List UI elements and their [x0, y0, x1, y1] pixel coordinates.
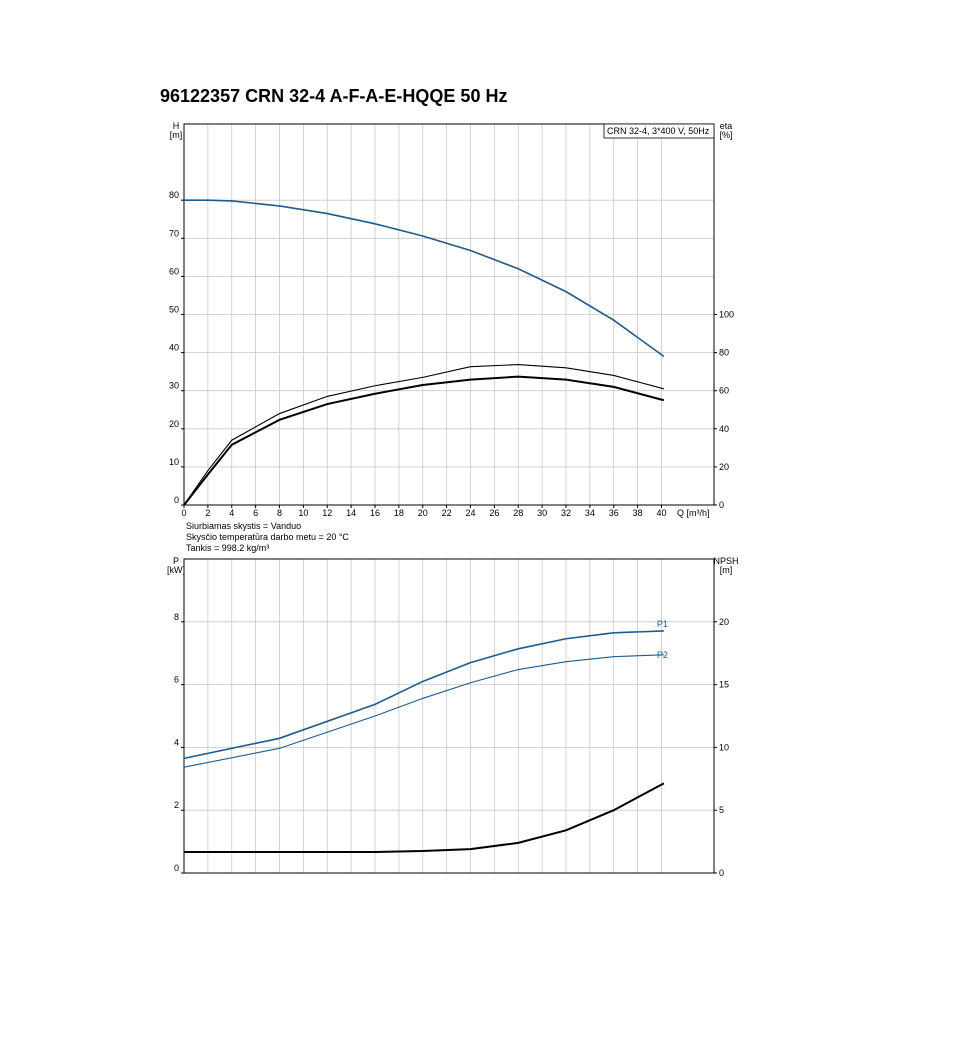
y-tick-label: 20: [169, 419, 179, 429]
x-tick-label: 10: [298, 508, 308, 518]
y2-tick-label: 60: [719, 386, 729, 396]
y2-tick-label: 10: [719, 742, 729, 752]
x-tick-label: 2: [205, 508, 210, 518]
x-tick-label: 4: [229, 508, 234, 518]
curve-label: P1: [657, 619, 668, 629]
curve: [183, 630, 664, 760]
plot-frame: [183, 123, 715, 506]
curve: [183, 364, 665, 506]
y-axis-label: [kW]: [167, 565, 185, 575]
y-tick-label: 8: [174, 612, 179, 622]
y2-tick-label: 40: [719, 424, 729, 434]
x-tick-label: 32: [561, 508, 571, 518]
curve: [183, 375, 665, 506]
y2-tick-label: 20: [719, 617, 729, 627]
y2-tick-label: 80: [719, 348, 729, 358]
note: Siurbiamas skystis = Vanduo: [186, 521, 301, 531]
x-tick-label: 26: [489, 508, 499, 518]
y-tick-label: 0: [174, 495, 179, 505]
x-axis-label: Q [m³/h]: [677, 508, 710, 518]
x-tick-label: 14: [346, 508, 356, 518]
y2-axis-label: [m]: [720, 565, 733, 575]
y-tick-label: 40: [169, 343, 179, 353]
x-tick-label: 6: [253, 508, 258, 518]
y-tick-label: 80: [169, 190, 179, 200]
x-tick-label: 24: [465, 508, 475, 518]
x-tick-label: 34: [585, 508, 595, 518]
note: Skysčio temperatūra darbo metu = 20 °C: [186, 532, 349, 542]
y-tick-label: 60: [169, 266, 179, 276]
x-tick-label: 18: [394, 508, 404, 518]
y-axis-label: [m]: [170, 130, 183, 140]
y-tick-label: 10: [169, 457, 179, 467]
x-tick-label: 20: [418, 508, 428, 518]
y2-axis-label: eta: [720, 121, 733, 131]
y-tick-label: 2: [174, 800, 179, 810]
y2-tick-label: 5: [719, 805, 724, 815]
y-tick-label: 6: [174, 675, 179, 685]
x-tick-label: 38: [633, 508, 643, 518]
x-tick-label: 12: [322, 508, 332, 518]
annotation: CRN 32-4, 3*400 V, 50Hz: [607, 126, 710, 136]
x-tick-label: 28: [513, 508, 523, 518]
x-tick-label: 22: [442, 508, 452, 518]
x-tick-label: 30: [537, 508, 547, 518]
y2-tick-label: 0: [719, 500, 724, 510]
y-tick-label: 0: [174, 863, 179, 873]
y2-tick-label: 0: [719, 868, 724, 878]
y2-tick-label: 20: [719, 462, 729, 472]
page-title: 96122357 CRN 32-4 A-F-A-E-HQQE 50 Hz: [160, 86, 507, 106]
annotation-box: [603, 123, 715, 139]
curve: [184, 199, 665, 358]
x-tick-label: 0: [181, 508, 186, 518]
y-tick-label: 50: [169, 305, 179, 315]
y2-tick-label: 100: [719, 310, 734, 320]
y-axis-label: H: [173, 121, 180, 131]
curve-label: P2: [657, 650, 668, 660]
y2-tick-label: 15: [719, 680, 729, 690]
y2-axis-label: [%]: [719, 130, 732, 140]
plot-frame: [183, 558, 715, 874]
note: Tankis = 998.2 kg/m³: [186, 543, 269, 553]
y-tick-label: 70: [169, 228, 179, 238]
y2-axis-label: NPSH: [713, 556, 738, 566]
curve: [183, 654, 664, 768]
y-tick-label: 4: [174, 737, 179, 747]
y-axis-label: P: [173, 556, 179, 566]
x-tick-label: 40: [656, 508, 666, 518]
y-tick-label: 30: [169, 381, 179, 391]
x-tick-label: 16: [370, 508, 380, 518]
x-tick-label: 8: [277, 508, 282, 518]
x-tick-label: 36: [609, 508, 619, 518]
curve: [184, 782, 665, 854]
